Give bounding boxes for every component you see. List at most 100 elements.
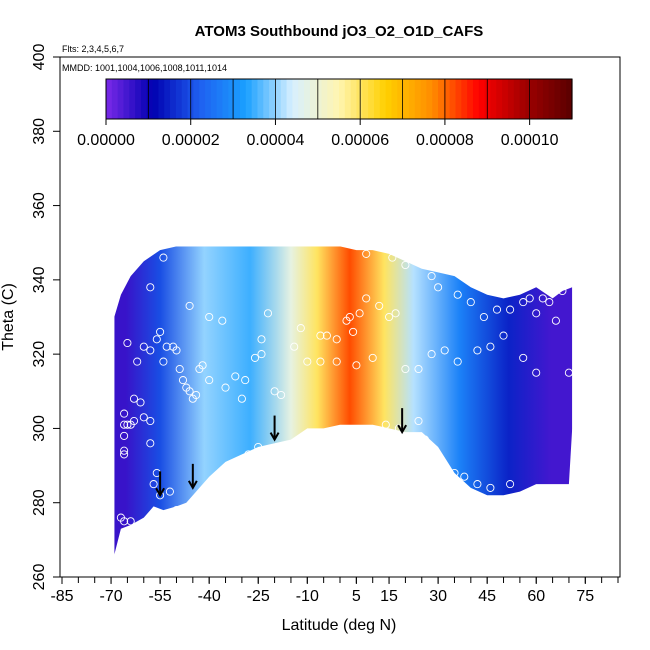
observation-point — [296, 324, 305, 333]
observation-point — [149, 480, 158, 489]
observation-point — [506, 305, 515, 314]
colorbar-segment — [117, 79, 125, 119]
observation-point — [123, 420, 132, 429]
colorbar-segment — [385, 79, 393, 119]
observation-point — [146, 439, 155, 448]
x-tick-label: -10 — [296, 588, 319, 605]
colorbar-tick-label: 0.00000 — [77, 132, 135, 149]
observation-point — [250, 353, 260, 362]
y-tick-label: 280 — [31, 489, 48, 516]
observation-point — [244, 450, 253, 459]
colorbar-segment — [146, 79, 154, 119]
colorbar-segment — [210, 79, 218, 119]
x-tick-label: -70 — [99, 588, 122, 605]
colorbar-segment — [257, 79, 264, 119]
colorbar-segment — [449, 79, 457, 119]
colorbar-segment — [507, 79, 515, 119]
colorbar-segment — [490, 79, 497, 119]
colorbar-segment — [362, 79, 369, 119]
colorbar-segment — [245, 79, 253, 119]
observation-point — [368, 353, 377, 362]
arrows — [155, 408, 408, 498]
colorbar-tick-label: 0.00002 — [162, 132, 220, 149]
observation-point — [332, 357, 341, 366]
colorbar-segment — [111, 79, 119, 119]
observation-point — [352, 361, 361, 370]
colorbar-segment — [228, 79, 235, 119]
observation-point — [165, 487, 174, 496]
arrow-marker — [397, 408, 408, 435]
observation-point — [205, 376, 214, 385]
observation-point — [427, 350, 436, 359]
colorbar-segment — [443, 79, 451, 119]
x-axis-label: Latitude (deg N) — [282, 617, 397, 634]
observation-point — [532, 368, 541, 377]
observation-point — [479, 312, 488, 322]
observation-point — [205, 312, 214, 322]
observation-point — [538, 294, 547, 303]
observation-point — [146, 283, 155, 292]
observation-point — [185, 301, 194, 310]
colorbar-segment — [554, 79, 561, 119]
colorbar-segment — [239, 79, 247, 119]
colorbar-segment — [502, 79, 509, 119]
arrow-head — [397, 424, 408, 435]
observation-point — [218, 316, 227, 325]
observation-point — [391, 309, 400, 318]
observation-point — [162, 342, 171, 351]
colorbar-segment — [321, 79, 328, 119]
observation-point — [123, 338, 132, 348]
observation-point — [322, 331, 331, 340]
observation-point — [290, 342, 299, 351]
observation-point — [355, 309, 364, 318]
observation-point — [345, 312, 354, 322]
colorbar-segment — [472, 79, 480, 119]
observation-points — [116, 249, 573, 526]
observation-point — [434, 283, 443, 292]
observation-point — [139, 413, 148, 422]
x-tick-label: -85 — [50, 588, 73, 605]
colorbar-segment — [513, 79, 521, 119]
observation-point — [551, 316, 560, 325]
observation-point — [120, 420, 129, 429]
observation-point — [519, 353, 528, 362]
observation-point — [385, 312, 394, 322]
colorbar-segment — [496, 79, 503, 119]
arrow-head — [269, 432, 280, 442]
colorbar-segment — [548, 79, 556, 119]
observation-point — [440, 346, 449, 355]
observation-point — [257, 335, 266, 344]
chart-subtitle-flights: Flts: 2,3,4,5,6,7 — [62, 44, 124, 54]
observation-point — [473, 480, 482, 489]
observation-point — [263, 309, 273, 318]
heatmap-field — [114, 246, 573, 555]
observation-point — [332, 335, 341, 344]
observation-point — [126, 517, 135, 526]
y-tick-label: 400 — [31, 44, 48, 71]
observation-point — [499, 331, 508, 340]
y-tick-label: 360 — [31, 192, 48, 219]
colorbar-segment — [158, 79, 165, 119]
observation-point — [146, 416, 155, 426]
y-axis-label: Theta (C) — [0, 283, 17, 351]
colorbar-segment — [484, 79, 492, 119]
observation-point — [450, 468, 459, 478]
observation-point — [120, 446, 129, 455]
colorbar-segment — [304, 79, 311, 119]
x-tick-label: 75 — [576, 588, 594, 605]
colorbar-segment — [170, 79, 177, 119]
chart-subtitle-dates: MMDD: 1001,1004,1006,1008,1011,1014 — [62, 63, 227, 73]
observation-point — [133, 357, 142, 366]
heatmap-field-fill — [114, 246, 573, 555]
observation-point — [120, 409, 129, 418]
observation-point — [146, 346, 155, 355]
observation-point — [506, 480, 515, 489]
y-axis: 260 280 300 320 340 360 380 400 — [31, 44, 60, 590]
observation-point — [545, 298, 554, 307]
colorbar-segment — [292, 79, 299, 119]
observation-point — [120, 450, 129, 459]
observation-point — [198, 361, 207, 370]
observation-point — [120, 431, 129, 440]
colorbar-segment — [403, 79, 410, 119]
observation-point — [381, 420, 390, 429]
